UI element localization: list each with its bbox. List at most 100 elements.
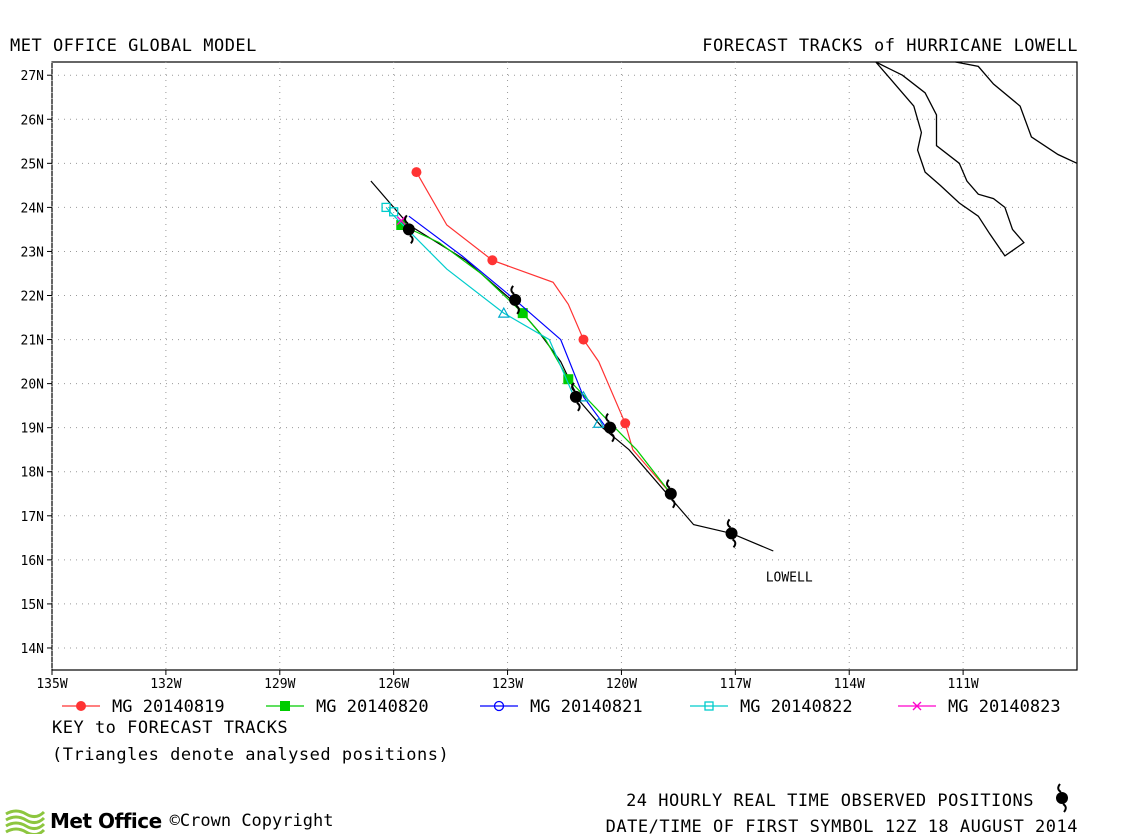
hurricane-arm (726, 518, 732, 529)
track-marker (396, 216, 406, 226)
lat-tick-label: 18N (21, 466, 44, 481)
hurricane-core (509, 293, 522, 306)
lat-tick-label: 19N (21, 422, 44, 437)
cross-stroke (396, 216, 406, 226)
forecast-track-line (385, 207, 573, 393)
observed-symbol-legend-icon (1056, 783, 1068, 813)
model-title: MET OFFICE GLOBAL MODEL (10, 36, 257, 56)
lon-tick-label: 114W (834, 677, 865, 692)
coastline (875, 61, 1025, 257)
track-marker (578, 334, 589, 345)
track-marker (487, 255, 498, 266)
legend-label: MG 20140823 (948, 697, 1061, 717)
lat-tick-label: 24N (21, 201, 44, 216)
hurricane-arm (515, 305, 520, 315)
observed-track (370, 180, 774, 552)
forecast-track-line (415, 171, 672, 495)
track-marker (280, 701, 290, 711)
lat-tick-label: 16N (21, 554, 44, 569)
hurricane-icon (664, 479, 677, 509)
hurricane-core (725, 527, 738, 540)
lat-tick-label: 14N (21, 642, 44, 657)
hurricane-core (569, 390, 582, 403)
hurricane-arm (1062, 803, 1067, 813)
hurricane-arm (610, 432, 615, 443)
lon-tick-label: 126W (378, 677, 409, 692)
hurricane-core (402, 223, 415, 236)
track-marker (389, 207, 399, 217)
hurricane-icon (402, 214, 415, 245)
track-marker (912, 701, 922, 711)
lon-tick-label: 129W (264, 677, 295, 692)
hurricane-icon (509, 285, 522, 315)
met-office-logo: Met Office ©Crown Copyright (4, 808, 333, 834)
first-symbol-date: DATE/TIME OF FIRST SYMBOL 12Z 18 AUGUST … (605, 817, 1078, 837)
lon-tick-label: 117W (720, 677, 751, 692)
lat-tick-label: 15N (21, 598, 44, 613)
hurricane-core (604, 421, 617, 434)
map-frame (51, 61, 1078, 671)
observed-positions-label: 24 HOURLY REAL TIME OBSERVED POSITIONS (626, 791, 1034, 811)
legend-item: MG 20140819 (62, 697, 225, 717)
lon-tick-label: 132W (150, 677, 181, 692)
lat-tick-label: 25N (21, 157, 44, 172)
hurricane-icon (725, 518, 738, 549)
storm-label: LOWELL (766, 570, 813, 585)
lat-tick-label: 21N (21, 334, 44, 349)
legend-key-title: KEY to FORECAST TRACKS (52, 718, 289, 738)
hurricane-arm (510, 285, 515, 295)
legend-label: MG 20140822 (740, 697, 853, 717)
lon-tick-label: 120W (606, 677, 637, 692)
analysed-position-triangle (497, 306, 510, 318)
legend-label: MG 20140819 (112, 697, 225, 717)
hurricane-core (1056, 792, 1068, 804)
hurricane-arm (605, 413, 610, 423)
legend-item: MG 20140823 (898, 697, 1061, 717)
hurricane-core (664, 487, 677, 500)
lat-tick-label: 23N (21, 245, 44, 260)
lat-tick-label: 26N (21, 113, 44, 128)
hurricane-arm (409, 234, 414, 245)
hurricane-arm (571, 382, 576, 392)
lon-tick-label: 135W (36, 677, 67, 692)
lon-tick-label: 123W (492, 677, 523, 692)
legend-item: MG 20140822 (690, 697, 853, 717)
lat-tick-label: 17N (21, 510, 44, 525)
forecast-track-line (401, 224, 672, 495)
hurricane-arm (576, 401, 581, 412)
legend-note: (Triangles denote analysed positions) (52, 745, 450, 765)
track-marker (411, 167, 422, 178)
track-marker (396, 220, 407, 231)
hurricane-arm (731, 538, 737, 549)
analysed-position-triangle (592, 417, 605, 428)
track-marker (704, 701, 714, 711)
legend-item: MG 20140820 (266, 697, 429, 717)
legend-label: MG 20140821 (530, 697, 643, 717)
track-marker (381, 202, 391, 213)
track-marker (563, 374, 574, 385)
legend-item: MG 20140821 (480, 697, 643, 717)
lon-tick-label: 111W (947, 677, 978, 692)
lat-tick-label: 20N (21, 378, 44, 393)
track-marker (517, 308, 528, 319)
lat-tick-label: 27N (21, 69, 44, 84)
chart-title: FORECAST TRACKS of HURRICANE LOWELL (702, 36, 1078, 56)
coastline (955, 61, 1078, 164)
lat-tick-label: 22N (21, 290, 44, 305)
hurricane-icon (604, 413, 617, 443)
track-marker (76, 701, 86, 711)
track-marker (493, 700, 505, 712)
hurricane-arm (1057, 783, 1062, 793)
forecast-track-line (408, 215, 607, 429)
hurricane-arm (666, 479, 671, 489)
hurricane-arm (404, 214, 409, 225)
cross-stroke (912, 701, 922, 711)
met-office-waves-icon (5, 809, 46, 834)
logo-text: Met Office (50, 809, 162, 833)
hurricane-arm (671, 498, 676, 509)
legend-label: MG 20140820 (316, 697, 429, 717)
copyright: ©Crown Copyright (169, 811, 334, 831)
track-marker (620, 418, 631, 429)
hurricane-icon (569, 382, 582, 412)
